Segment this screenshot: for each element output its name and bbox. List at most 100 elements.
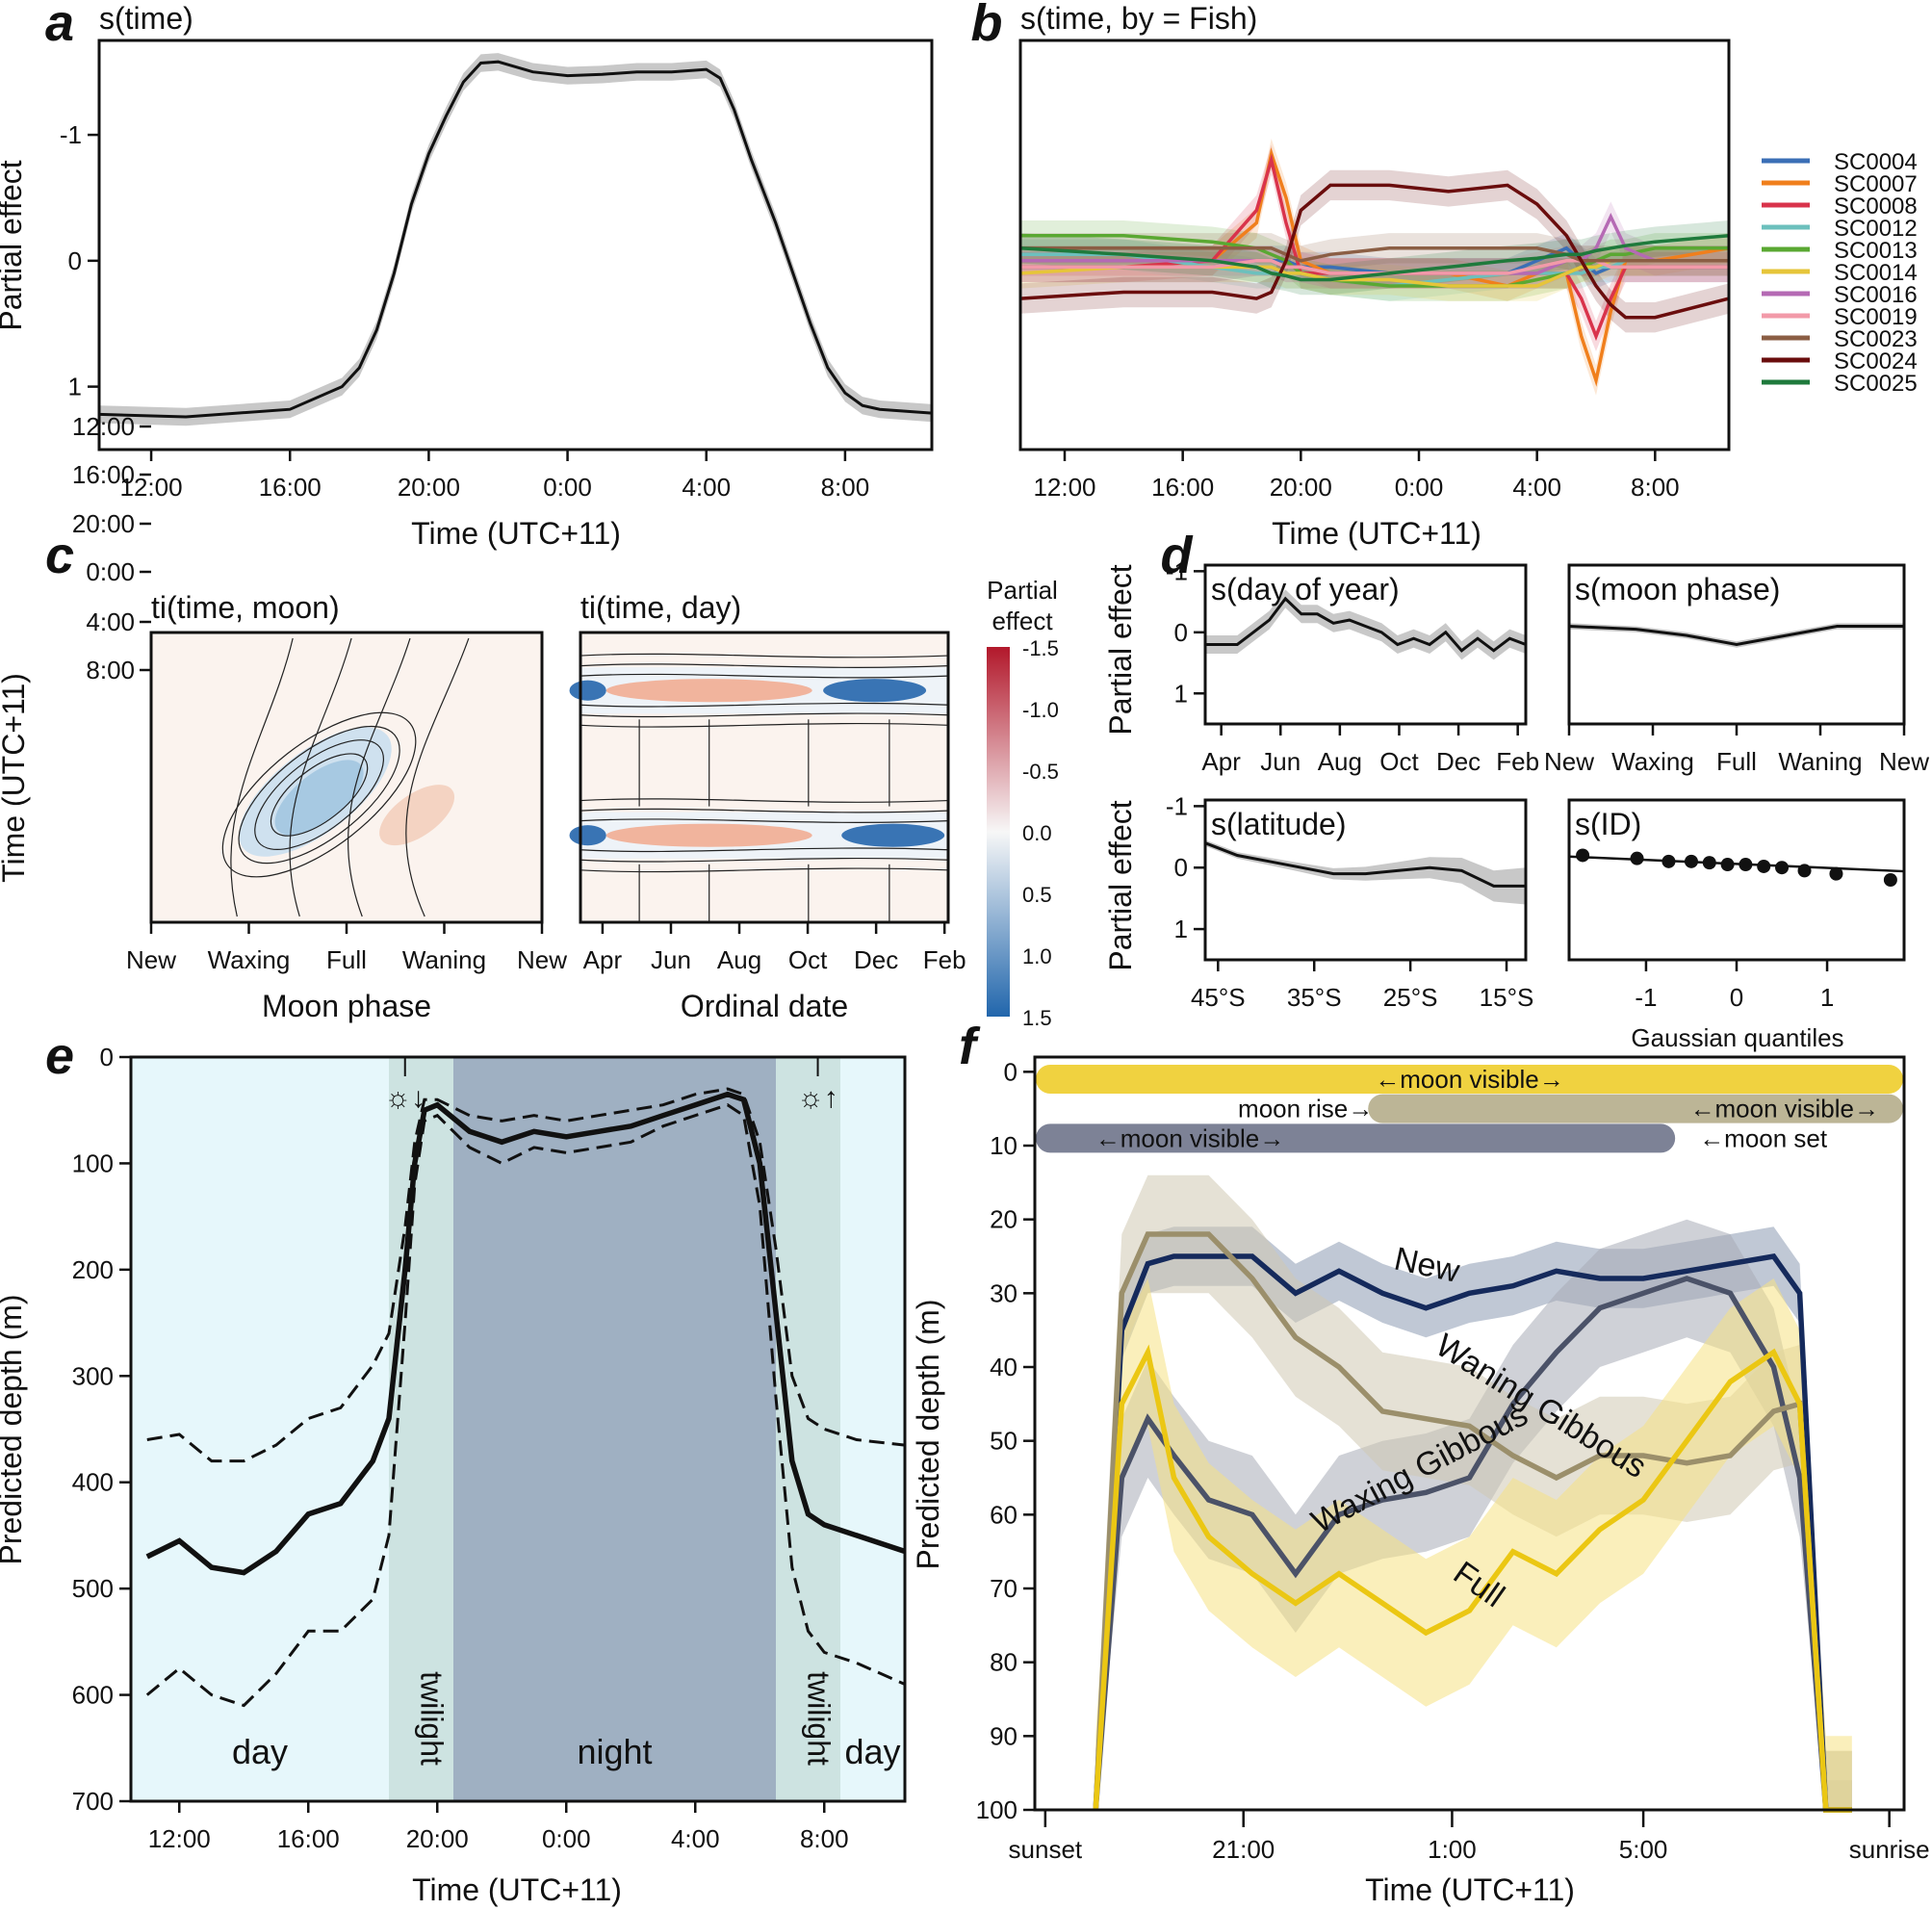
contour-line	[580, 712, 949, 718]
y-axis-label: Partial effect	[1103, 564, 1138, 735]
y-axis-label: Partial effect	[1103, 800, 1138, 970]
series-band-waning-gibbous	[1095, 1174, 1852, 1810]
colorbar-tick-label: 0.0	[1022, 821, 1052, 845]
legend-entry: SC0013	[1834, 238, 1918, 264]
x-tick-label: 20:00	[406, 1824, 469, 1853]
region-label: twilight	[415, 1671, 450, 1766]
y-tick-label: 20	[990, 1205, 1018, 1234]
contour-line	[580, 663, 949, 668]
contour-line	[580, 653, 949, 658]
y-tick-label: 0	[1174, 618, 1188, 647]
series-line-sc0025	[1019, 233, 1730, 282]
contour-line	[405, 637, 470, 917]
contour-line	[580, 798, 949, 803]
y-tick-label: 0	[1004, 1057, 1018, 1086]
confidence-band	[99, 53, 932, 426]
contour-line	[580, 808, 949, 813]
contour-line	[580, 847, 949, 853]
x-tick-label: 4:00	[1512, 473, 1561, 502]
contour-line	[580, 702, 949, 708]
x-tick-label: -1	[1635, 983, 1657, 1012]
subplot-title: s(day of year)	[1211, 572, 1400, 607]
heatmap-time-moon: ti(time, moon) New Waxing Full Waning New Moon…	[126, 590, 567, 1023]
subplot-2: 45°S 35°S 25°S 15°S s(latitude) -1 0 1	[1166, 791, 1533, 1012]
region-day	[131, 1057, 389, 1801]
region-twilight	[389, 1057, 453, 1801]
region-night	[453, 1057, 776, 1801]
data-point	[1720, 858, 1735, 872]
data-point	[1797, 864, 1812, 878]
data-point	[1630, 851, 1644, 865]
series-line-new	[1093, 1252, 1852, 1813]
subplot-title: ti(time, moon)	[151, 590, 340, 625]
x-axis-label: Time (UTC+11)	[1365, 1872, 1575, 1907]
legend-entry: SC0023	[1834, 326, 1918, 352]
y-tick-label: -1	[1166, 791, 1188, 820]
x-tick-label: 45°S	[1191, 983, 1246, 1012]
series-line-waxing-gibbous	[1093, 1276, 1852, 1813]
subplot-title: s(ID)	[1575, 807, 1641, 841]
panel-b: b s(time, by = Fish) 12:00 16:00 20:00 0:00 4:…	[971, 0, 1918, 551]
y-axis-label: Predicted depth (m)	[0, 1294, 28, 1564]
negative-region	[841, 823, 945, 847]
x-tick-label: Feb	[923, 945, 966, 974]
x-tick-label: New	[517, 945, 567, 974]
x-tick-label: 12:00	[120, 473, 183, 502]
plot-frame	[1018, 39, 1731, 452]
x-tick-label: 1	[1820, 983, 1834, 1012]
colorbar-tick-label: 1.5	[1022, 1006, 1052, 1030]
smooth-line	[98, 60, 933, 419]
data-point	[1883, 873, 1897, 887]
data-point	[1662, 854, 1676, 868]
y-tick-label: 1	[1174, 915, 1188, 943]
y-tick-label: 8:00	[86, 656, 135, 684]
y-tick-label: 70	[990, 1574, 1018, 1603]
x-tick-label: Aug	[1318, 747, 1362, 776]
series-band-sc0007	[1020, 139, 1729, 396]
x-tick-label: 0	[1730, 983, 1743, 1012]
x-tick-label: 5:00	[1619, 1835, 1668, 1864]
data-point	[1739, 858, 1753, 872]
contour-line	[238, 725, 400, 865]
x-tick-label: 25°S	[1383, 983, 1438, 1012]
x-tick-label: 20:00	[398, 473, 460, 502]
x-tick-label: Oct	[1379, 747, 1419, 776]
x-tick-label: 21:00	[1212, 1835, 1275, 1864]
panel-label-e: e	[45, 1027, 74, 1085]
y-tick-label: 90	[990, 1721, 1018, 1750]
moon-bar-label: ←moon visible→	[1689, 1095, 1879, 1123]
subplot-3: -1 0 1 Gaussian quantiles s(ID)	[1567, 798, 1906, 1052]
legend-entry: SC0014	[1834, 260, 1918, 286]
x-tick-label: 12:00	[1033, 473, 1095, 502]
panel-label-b: b	[971, 0, 1003, 52]
heatmap-time-day: ti(time, day) Apr Jun Aug Oct Dec Feb Ordinal d…	[569, 590, 966, 1023]
subplot-title: s(moon phase)	[1575, 572, 1780, 607]
x-tick-label: Full	[326, 945, 367, 974]
x-tick-label: 20:00	[1270, 473, 1332, 502]
y-tick-label: 600	[72, 1681, 114, 1710]
x-tick-label: 0:00	[542, 1824, 591, 1853]
x-tick-label: Waning	[402, 945, 486, 974]
negative-region	[569, 680, 606, 701]
data-point	[1702, 856, 1716, 870]
x-tick-label: 1:00	[1428, 1835, 1477, 1864]
smooth-line	[1205, 596, 1527, 653]
moon-bar-label: ←moon visible→	[1375, 1065, 1564, 1094]
x-tick-label: 8:00	[800, 1824, 849, 1853]
y-tick-label: 80	[990, 1648, 1018, 1677]
legend-entry: SC0004	[1834, 149, 1918, 175]
positive-region	[605, 823, 812, 847]
legend-entry: SC0019	[1834, 304, 1918, 330]
colorbar-title: effect	[992, 607, 1053, 635]
legend-entry: SC0024	[1834, 348, 1918, 374]
x-tick-label: Oct	[788, 945, 828, 974]
region-label: twilight	[802, 1671, 837, 1766]
contour-line	[580, 857, 949, 863]
x-tick-label: 16:00	[1151, 473, 1214, 502]
y-tick-label: 0:00	[86, 557, 135, 586]
x-axis-label: Time (UTC+11)	[411, 516, 621, 551]
panel-c: c ti(time, moon) New Waxing Full Waning New Moo…	[0, 412, 1059, 1030]
y-tick-label: 1	[1174, 679, 1188, 708]
